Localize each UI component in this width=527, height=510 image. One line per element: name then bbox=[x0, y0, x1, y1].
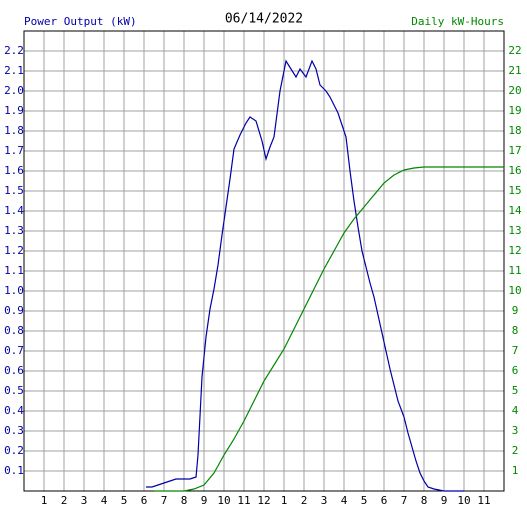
y2-tick-label: 16 bbox=[508, 164, 521, 177]
y-tick-label: 0.1 bbox=[4, 464, 24, 477]
x-tick-label: 11 bbox=[477, 494, 490, 507]
x-tick-label: 10 bbox=[217, 494, 230, 507]
x-tick-label: 1 bbox=[281, 494, 288, 507]
y2-tick-label: 9 bbox=[512, 304, 519, 317]
x-tick-label: 7 bbox=[401, 494, 408, 507]
y2-tick-label: 1 bbox=[512, 464, 519, 477]
y2-tick-label: 17 bbox=[508, 144, 521, 157]
y-tick-label: 0.5 bbox=[4, 384, 24, 397]
y-tick-label: 2.2 bbox=[4, 44, 24, 57]
y-tick-label: 0.7 bbox=[4, 344, 24, 357]
y-tick-label: 1.5 bbox=[4, 184, 24, 197]
x-tick-label: 3 bbox=[81, 494, 88, 507]
series-line bbox=[154, 166, 504, 492]
y-axis-label: Power Output (kW) bbox=[24, 15, 137, 28]
x-tick-label: 3 bbox=[321, 494, 328, 507]
chart-title: 06/14/2022 bbox=[225, 12, 303, 27]
y2-tick-label: 21 bbox=[508, 64, 521, 77]
x-tick-label: 9 bbox=[441, 494, 448, 507]
x-tick-label: 7 bbox=[161, 494, 168, 507]
y-tick-label: 0.9 bbox=[4, 304, 24, 317]
y-tick-label: 0.2 bbox=[4, 444, 24, 457]
x-tick-label: 8 bbox=[181, 494, 188, 507]
y-tick-label: 1.1 bbox=[4, 264, 24, 277]
series-line bbox=[146, 59, 464, 492]
y-tick-label: 2.0 bbox=[4, 84, 24, 97]
y-tick-label: 0.3 bbox=[4, 424, 24, 437]
y-tick-label: 2.1 bbox=[4, 64, 24, 77]
plot-border bbox=[23, 30, 505, 492]
x-tick-label: 2 bbox=[301, 494, 308, 507]
x-tick-label: 4 bbox=[101, 494, 108, 507]
y-tick-label: 1.4 bbox=[4, 204, 24, 217]
x-tick-label: 8 bbox=[421, 494, 428, 507]
y2-tick-label: 5 bbox=[512, 384, 519, 397]
y2-tick-label: 11 bbox=[508, 264, 521, 277]
y2-tick-label: 22 bbox=[508, 44, 521, 57]
y2-tick-label: 4 bbox=[512, 404, 519, 417]
y-tick-label: 1.8 bbox=[4, 124, 24, 137]
x-tick-label: 2 bbox=[61, 494, 68, 507]
y2-tick-label: 20 bbox=[508, 84, 521, 97]
x-tick-label: 4 bbox=[341, 494, 348, 507]
y2-tick-label: 2 bbox=[512, 444, 519, 457]
x-tick-label: 6 bbox=[381, 494, 388, 507]
x-tick-label: 12 bbox=[257, 494, 270, 507]
y2-tick-label: 12 bbox=[508, 244, 521, 257]
y2-tick-label: 10 bbox=[508, 284, 521, 297]
y2-tick-label: 6 bbox=[512, 364, 519, 377]
y2-tick-label: 18 bbox=[508, 124, 521, 137]
y-tick-label: 1.0 bbox=[4, 284, 24, 297]
y2-tick-label: 19 bbox=[508, 104, 521, 117]
y2-tick-label: 14 bbox=[508, 204, 522, 217]
y2-tick-label: 7 bbox=[512, 344, 519, 357]
y2-tick-label: 8 bbox=[512, 324, 519, 337]
x-tick-label: 10 bbox=[457, 494, 470, 507]
x-tick-label: 9 bbox=[201, 494, 208, 507]
y-tick-label: 1.3 bbox=[4, 224, 24, 237]
x-tick-label: 6 bbox=[141, 494, 148, 507]
x-tick-label: 11 bbox=[237, 494, 250, 507]
y2-axis-label: Daily kW-Hours bbox=[411, 15, 504, 28]
y-tick-label: 1.6 bbox=[4, 164, 24, 177]
y2-tick-label: 13 bbox=[508, 224, 521, 237]
x-tick-label: 1 bbox=[41, 494, 48, 507]
x-tick-label: 5 bbox=[361, 494, 368, 507]
y-tick-label: 1.2 bbox=[4, 244, 24, 257]
y-tick-label: 0.6 bbox=[4, 364, 24, 377]
y-tick-label: 0.8 bbox=[4, 324, 24, 337]
y2-tick-label: 15 bbox=[508, 184, 521, 197]
y-tick-label: 0.4 bbox=[4, 404, 24, 417]
x-tick-label: 5 bbox=[121, 494, 128, 507]
y-tick-label: 1.7 bbox=[4, 144, 24, 157]
y-tick-label: 1.9 bbox=[4, 104, 24, 117]
y2-tick-label: 3 bbox=[512, 424, 519, 437]
